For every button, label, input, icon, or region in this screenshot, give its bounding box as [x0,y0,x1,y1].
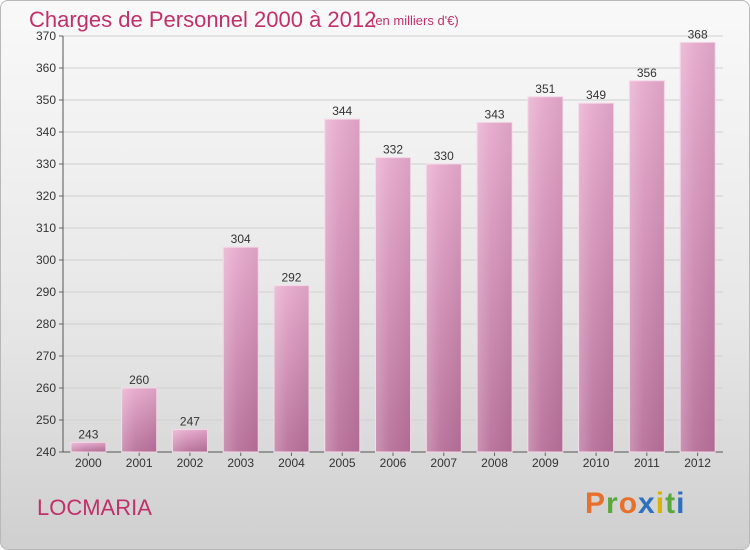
bar-sheen [70,442,106,452]
data-label: 344 [332,104,352,118]
bar-sheen [578,103,614,452]
logo-letter: x [638,487,656,520]
y-tick-label: 350 [36,93,56,107]
data-label: 368 [688,27,708,41]
bar-sheen [223,247,259,452]
y-tick-label: 270 [36,349,56,363]
y-tick-label: 320 [36,189,56,203]
y-tick-label: 340 [36,125,56,139]
bar-sheen [375,157,411,452]
chart-subtitle: (en milliers d'€) [371,13,459,28]
x-tick-label: 2009 [532,456,559,470]
logo-letter: i [676,487,686,520]
y-tick-label: 240 [36,445,56,459]
data-label: 332 [383,143,403,157]
bar-sheen [477,122,513,453]
labels: 240 250 260 270 280 290 300 310 320 330 340 350 360 3… [36,27,711,470]
logo-letter: t [665,487,677,520]
y-tick-label: 360 [36,61,56,75]
y-tick-label: 300 [36,253,56,267]
x-tick-label: 2005 [329,456,356,470]
logo-letter: o [618,487,639,520]
bar-sheen [680,42,716,453]
x-tick-label: 2007 [430,456,457,470]
y-tick-label: 330 [36,157,56,171]
y-tick-label: 260 [36,381,56,395]
logo-letter: r [606,487,619,520]
y-tick-label: 290 [36,285,56,299]
data-label: 330 [434,149,454,163]
bar-sheen [629,80,665,453]
place-name: LOCMARIA [37,495,152,520]
bar-sheen [527,96,563,453]
logo-letter: i [655,487,666,520]
data-label: 356 [637,66,657,80]
logo-letter: P [585,487,607,520]
data-label: 260 [129,373,149,387]
x-tick-label: 2000 [75,456,102,470]
x-tick-label: 2002 [177,456,204,470]
x-tick-label: 2008 [481,456,508,470]
bars [70,41,716,453]
data-label: 351 [535,82,555,96]
x-tick-label: 2003 [227,456,254,470]
data-label: 247 [180,415,200,429]
x-tick-label: 2004 [278,456,305,470]
x-tick-label: 2010 [583,456,610,470]
bar-sheen [172,429,208,452]
y-tick-label: 370 [36,29,56,43]
x-tick-label: 2006 [380,456,407,470]
y-tick-label: 250 [36,413,56,427]
bar-sheen [121,388,157,452]
data-label: 292 [281,271,301,285]
y-tick-label: 280 [36,317,56,331]
bar-sheen [324,119,360,452]
data-label: 343 [485,107,505,121]
bar-sheen [273,285,309,452]
proxiti-logo: Proxiti [585,487,685,521]
data-label: 349 [586,88,606,102]
x-tick-label: 2011 [634,456,660,470]
data-label: 304 [231,232,251,246]
y-tick-label: 310 [36,221,56,235]
x-tick-label: 2012 [684,456,711,470]
chart-title: Charges de Personnel 2000 à 2012 [29,7,377,32]
bar-sheen [426,164,462,452]
x-tick-label: 2001 [126,456,153,470]
data-label: 243 [78,427,98,441]
